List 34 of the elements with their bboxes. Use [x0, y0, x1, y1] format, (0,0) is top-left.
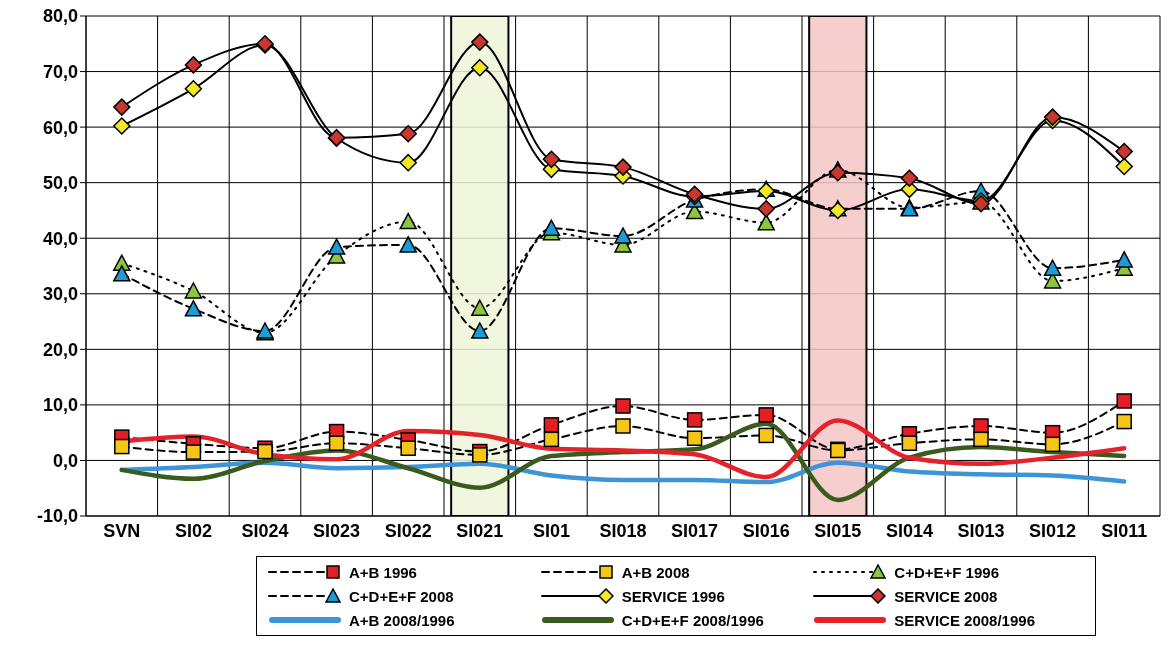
- x-tick-label: SI024: [241, 520, 289, 541]
- y-tick-label: 10,0: [42, 395, 78, 416]
- x-tick-label: SI021: [456, 520, 504, 541]
- x-tick-label: SI016: [742, 520, 790, 541]
- x-tick-label: SI012: [1029, 520, 1077, 541]
- x-tick-label: SI023: [313, 520, 361, 541]
- x-tick-label: SI014: [885, 520, 933, 541]
- x-tick-label: SI018: [599, 520, 647, 541]
- x-tick-label: SVN: [103, 520, 141, 541]
- legend-label: C+D+E+F 2008/1996: [621, 611, 764, 629]
- legend-label: A+B 2008: [621, 563, 690, 581]
- y-tick-label: 30,0: [42, 284, 78, 305]
- x-tick-label: SI017: [671, 520, 719, 541]
- x-tick-label: SI01: [532, 520, 570, 541]
- legend-label: SERVICE 2008/1996: [894, 611, 1035, 629]
- x-tick-label: SI02: [174, 520, 212, 541]
- y-tick-label: -10,0: [36, 506, 78, 527]
- y-tick-label: 0,0: [52, 450, 78, 471]
- x-tick-label: SI022: [384, 520, 432, 541]
- legend-label: A+B 1996: [349, 563, 417, 581]
- x-tick-label: SI015: [814, 520, 862, 541]
- y-tick-label: 80,0: [42, 6, 78, 27]
- legend-label: A+B 2008/1996: [349, 611, 455, 629]
- legend-label: SERVICE 2008: [894, 587, 998, 605]
- y-tick-label: 50,0: [42, 173, 78, 194]
- legend-label: C+D+E+F 1996: [894, 563, 999, 581]
- x-tick-label: SI013: [957, 520, 1005, 541]
- y-tick-label: 60,0: [42, 117, 78, 138]
- x-tick-label: SI011: [1101, 520, 1148, 541]
- legend-label: C+D+E+F 2008: [349, 587, 454, 605]
- legend-label: SERVICE 1996: [621, 587, 725, 605]
- y-tick-label: 70,0: [42, 61, 78, 82]
- y-tick-label: 20,0: [42, 339, 78, 360]
- y-tick-label: 40,0: [42, 228, 78, 249]
